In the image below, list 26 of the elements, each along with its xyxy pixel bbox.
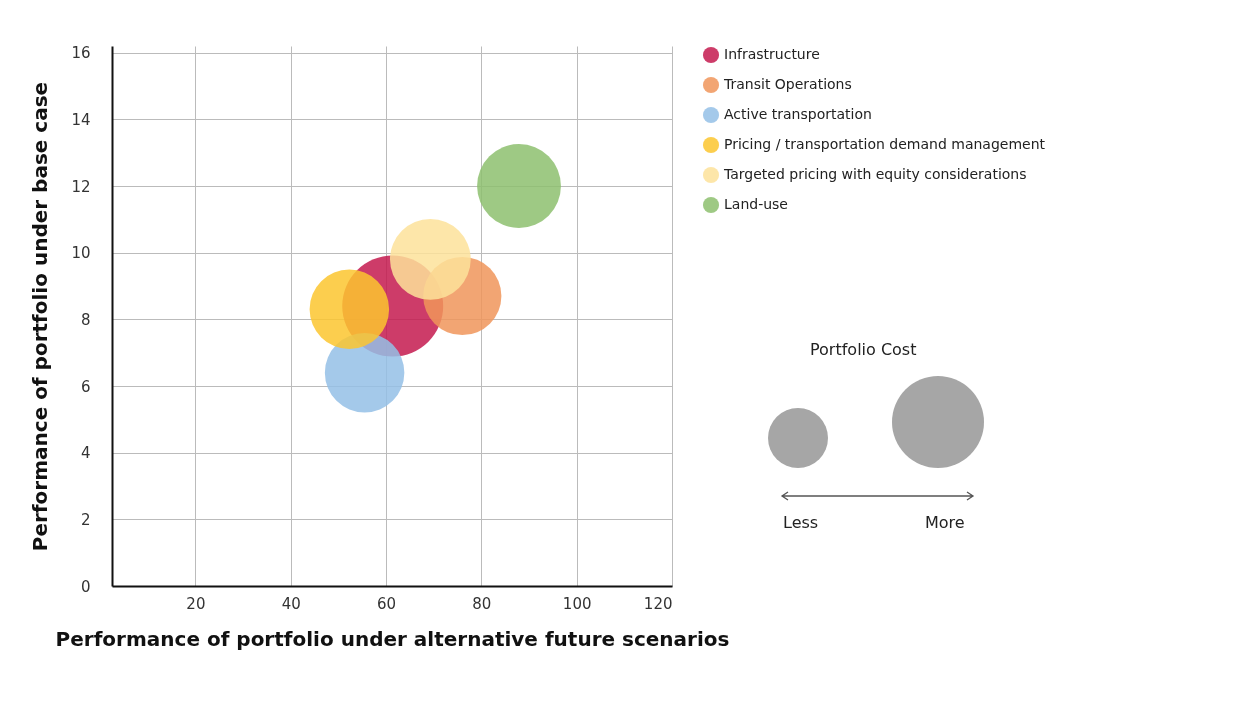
x-tick-label: 100 xyxy=(562,594,592,613)
y-tick-label: 0 xyxy=(80,577,91,596)
legend-label: Pricing / transportation demand management xyxy=(724,136,1046,152)
y-tick-label: 8 xyxy=(80,310,91,329)
y-tick-label: 16 xyxy=(71,44,91,63)
y-axis-title: Performance of portfolio under base case xyxy=(28,81,53,552)
x-tick-label: 120 xyxy=(643,594,673,613)
x-tick-label: 60 xyxy=(377,594,397,613)
legend-label: Land-use xyxy=(724,196,788,212)
x-tick-label: 80 xyxy=(472,594,492,613)
text: Less xyxy=(783,513,819,532)
legend-label: Targeted pricing with equity considerations xyxy=(723,166,1027,182)
y-tick-label: 2 xyxy=(80,510,91,529)
y-tick-label: 6 xyxy=(80,377,91,396)
legend-label: Transit Operations xyxy=(723,76,852,92)
legend-label: Active transportation xyxy=(724,106,872,122)
y-tick-label: 4 xyxy=(80,444,91,463)
x-axis-title: Performance of portfolio under alternative future scenarios xyxy=(55,626,730,651)
x-tick-label: 40 xyxy=(281,594,301,613)
legend-label: Infrastructure xyxy=(724,46,820,62)
y-tick-label: 14 xyxy=(71,110,91,129)
y-tick-label: 10 xyxy=(71,244,91,263)
text: More xyxy=(925,513,965,532)
y-tick-label: 12 xyxy=(71,177,91,196)
text: Portfolio Cost xyxy=(810,340,917,359)
x-tick-label: 20 xyxy=(186,594,206,613)
